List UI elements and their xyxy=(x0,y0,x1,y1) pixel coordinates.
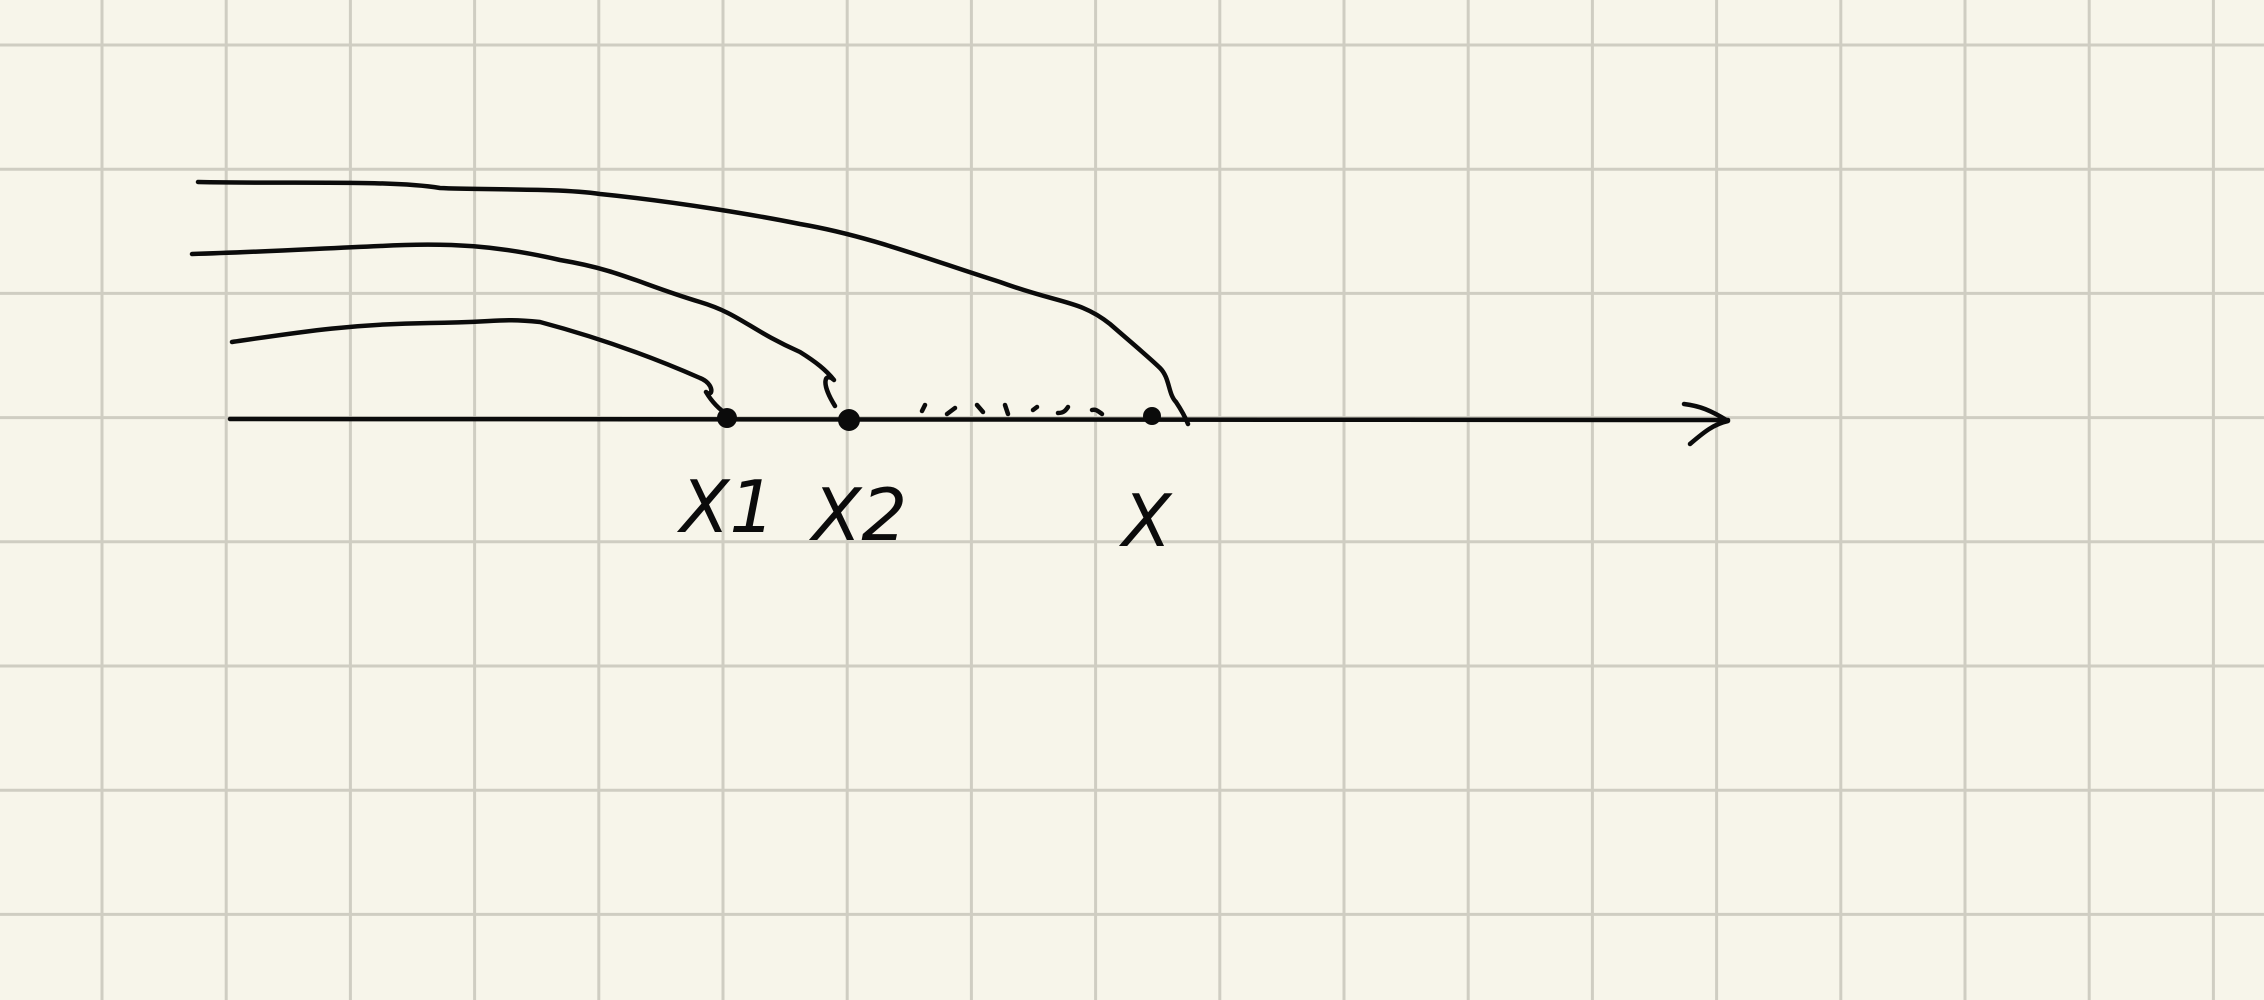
curves xyxy=(189,179,1191,427)
arrow-head-icon xyxy=(1681,401,1731,447)
label-x2: X2 xyxy=(808,473,907,557)
ellipsis-mark xyxy=(944,405,958,417)
ellipsis-mark xyxy=(1089,407,1105,417)
ellipsis-mark xyxy=(974,402,986,415)
axis-line xyxy=(227,416,1731,423)
point-x-dot xyxy=(1143,407,1161,425)
curve-to-x2 xyxy=(189,242,838,409)
ellipsis-mark xyxy=(1055,404,1071,416)
ellipsis-mark xyxy=(1030,404,1040,413)
point-x2-dot xyxy=(838,409,860,431)
ellipsis-mark xyxy=(919,402,928,414)
points xyxy=(717,407,1161,431)
point-x1-dot xyxy=(717,408,737,428)
number-line xyxy=(227,401,1731,447)
curve-to-x xyxy=(195,179,1191,427)
label-x1: X1 xyxy=(676,465,775,549)
ellipsis-mark xyxy=(1002,402,1011,417)
ellipsis-marks xyxy=(919,402,1105,417)
curve-to-x1 xyxy=(229,318,731,418)
label-x: X xyxy=(1118,479,1173,563)
point-labels: X1 X2 X xyxy=(676,465,1173,563)
